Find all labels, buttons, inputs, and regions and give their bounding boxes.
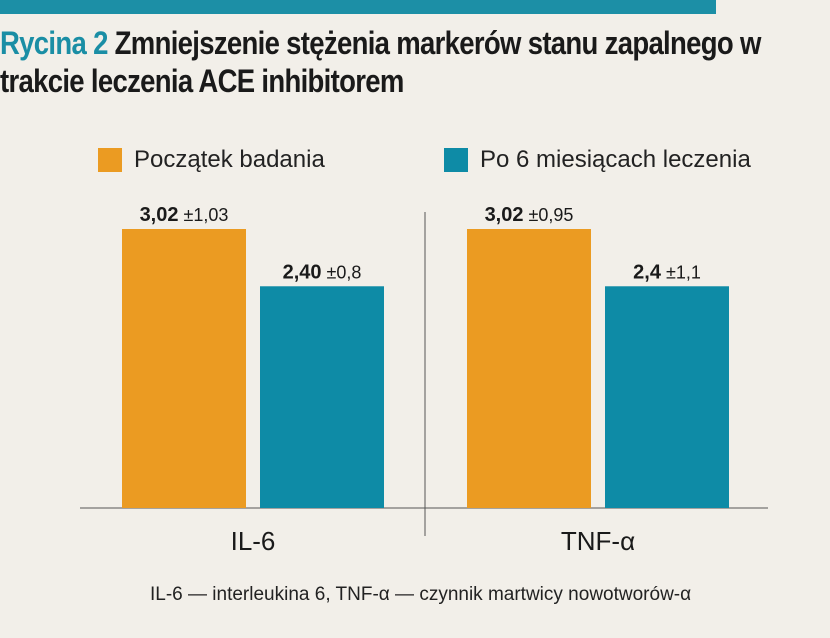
bar-2-1 bbox=[260, 286, 384, 508]
legend-swatch-series-2 bbox=[444, 148, 468, 172]
data-label-2-1: 2,40 ±0,8 bbox=[283, 261, 362, 283]
data-label-2-2: 2,4 ±1,1 bbox=[633, 261, 701, 283]
figure-title: Rycina 2 Zmniejszenie stężenia markerów … bbox=[0, 24, 808, 100]
x-tick-label-2: TNF-α bbox=[561, 526, 635, 556]
chart-legend: Początek badania Po 6 miesiącach leczeni… bbox=[0, 146, 830, 176]
legend-item-series-1: Początek badania bbox=[98, 146, 325, 174]
data-label-1-1: 3,02 ±1,03 bbox=[140, 204, 229, 226]
legend-label-series-2: Po 6 miesiącach leczenia bbox=[480, 146, 751, 173]
bar-1-1 bbox=[122, 229, 246, 508]
bar-2-2 bbox=[605, 286, 729, 508]
legend-swatch-series-1 bbox=[98, 148, 122, 172]
bar-1-2 bbox=[467, 229, 591, 508]
legend-label-series-1: Początek badania bbox=[134, 146, 325, 173]
top-accent-bar bbox=[0, 0, 716, 14]
chart-footnote: IL-6 — interleukina 6, TNF-α — czynnik m… bbox=[150, 584, 692, 605]
figure-title-text: Zmniejszenie stężenia markerów stanu zap… bbox=[0, 25, 761, 99]
x-tick-label-1: IL-6 bbox=[231, 526, 276, 556]
figure-label: Rycina 2 bbox=[0, 25, 108, 61]
legend-item-series-2: Po 6 miesiącach leczenia bbox=[444, 146, 751, 174]
data-label-1-2: 3,02 ±0,95 bbox=[485, 204, 574, 226]
